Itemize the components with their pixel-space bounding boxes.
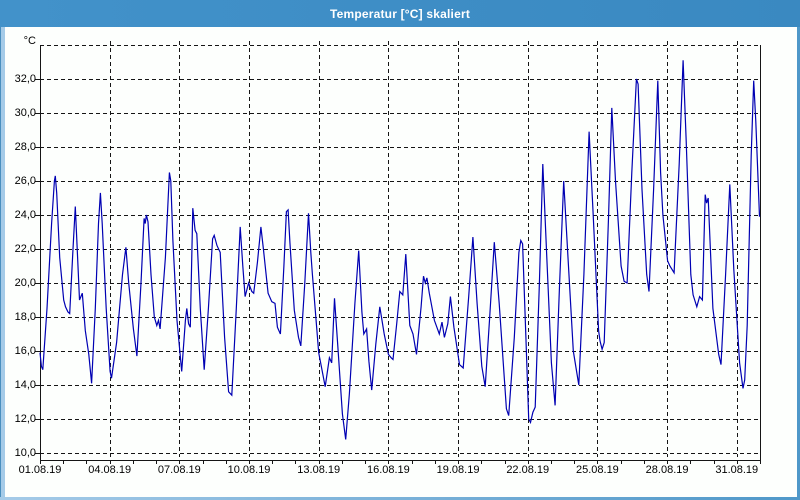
y-axis-label: 14,0	[14, 378, 36, 391]
y-axis-label: 24,0	[14, 208, 36, 221]
x-axis-label: 16.08.19	[366, 464, 410, 476]
x-axis-label: 04.08.19	[88, 464, 132, 476]
window-border-right	[797, 27, 800, 500]
window-border-left	[0, 27, 5, 500]
window-border-bottom	[0, 497, 800, 500]
x-axis-label: 25.08.19	[575, 464, 619, 476]
y-axis-label: 18,0	[14, 310, 36, 323]
x-axis-label: 19.08.19	[436, 464, 480, 476]
y-axis-label: 10,0	[14, 446, 36, 459]
y-axis-label: 26,0	[14, 174, 36, 187]
window-titlebar[interactable]: Temperatur [°C] skaliert	[0, 0, 800, 27]
x-axis-label: 13.08.19	[297, 464, 341, 476]
y-axis-label: 30,0	[14, 106, 36, 119]
y-axis-unit-label: °C	[23, 35, 36, 47]
y-axis-label: 22,0	[14, 242, 36, 255]
y-axis-label: 28,0	[14, 140, 36, 153]
x-axis-label: 01.08.19	[18, 464, 62, 476]
y-axis-label: 20,0	[14, 276, 36, 289]
x-axis-label: 07.08.19	[157, 464, 201, 476]
x-axis-label: 22.08.19	[506, 464, 550, 476]
x-axis-label: 28.08.19	[645, 464, 689, 476]
x-axis-label: 10.08.19	[227, 464, 271, 476]
y-axis-label: 12,0	[14, 412, 36, 425]
x-axis-label: 31.08.19	[715, 464, 759, 476]
y-axis-label: 32,0	[14, 72, 36, 85]
y-axis-label: 16,0	[14, 344, 36, 357]
series-temperatur	[39, 60, 761, 440]
window-title: Temperatur [°C] skaliert	[329, 6, 471, 21]
